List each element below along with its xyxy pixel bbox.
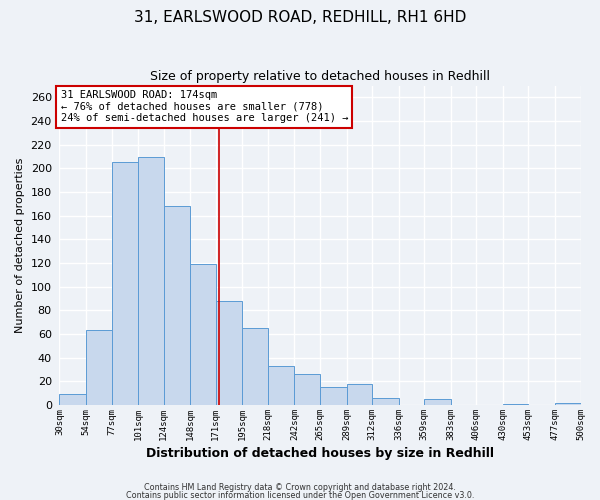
Bar — [190, 264, 216, 405]
Bar — [59, 394, 86, 405]
Bar — [242, 328, 268, 405]
X-axis label: Distribution of detached houses by size in Redhill: Distribution of detached houses by size … — [146, 447, 494, 460]
Bar — [347, 384, 372, 405]
Bar — [372, 398, 398, 405]
Bar — [320, 388, 347, 405]
Title: Size of property relative to detached houses in Redhill: Size of property relative to detached ho… — [150, 70, 490, 83]
Text: Contains public sector information licensed under the Open Government Licence v3: Contains public sector information licen… — [126, 490, 474, 500]
Bar — [424, 399, 451, 405]
Text: 31, EARLSWOOD ROAD, REDHILL, RH1 6HD: 31, EARLSWOOD ROAD, REDHILL, RH1 6HD — [134, 10, 466, 25]
Bar — [164, 206, 190, 405]
Bar — [503, 404, 529, 405]
Bar — [112, 162, 138, 405]
Bar — [555, 402, 581, 405]
Y-axis label: Number of detached properties: Number of detached properties — [15, 158, 25, 333]
Bar — [138, 156, 164, 405]
Bar — [268, 366, 295, 405]
Text: 31 EARLSWOOD ROAD: 174sqm
← 76% of detached houses are smaller (778)
24% of semi: 31 EARLSWOOD ROAD: 174sqm ← 76% of detac… — [61, 90, 348, 124]
Bar — [86, 330, 112, 405]
Text: Contains HM Land Registry data © Crown copyright and database right 2024.: Contains HM Land Registry data © Crown c… — [144, 483, 456, 492]
Bar — [295, 374, 320, 405]
Bar — [216, 301, 242, 405]
